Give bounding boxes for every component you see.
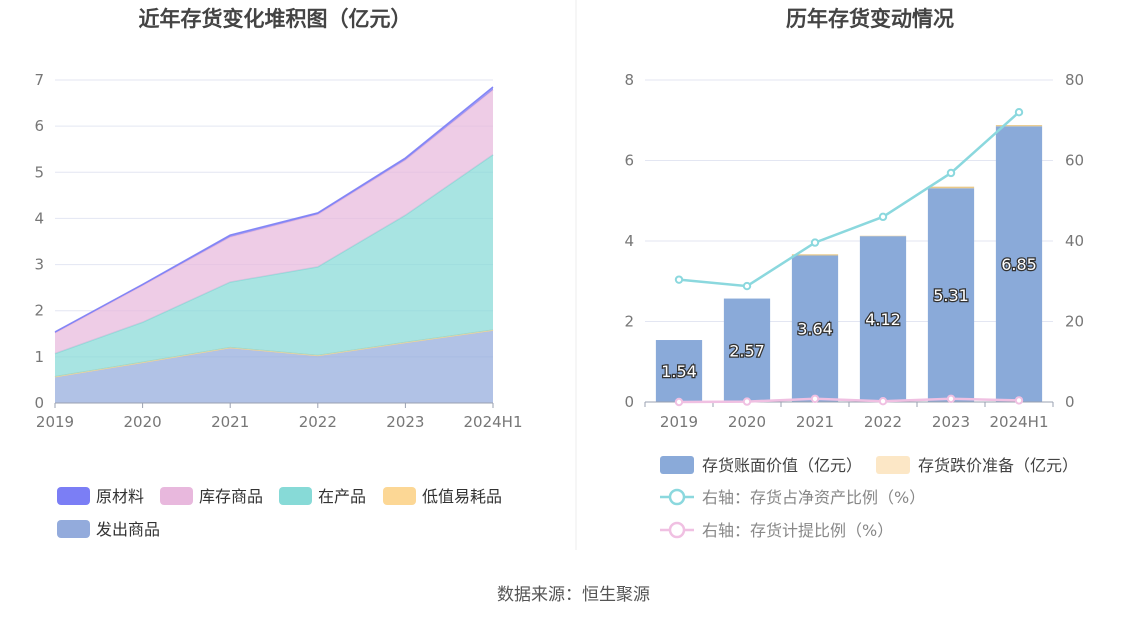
right-y-tick-label: 2	[624, 313, 634, 331]
line-point	[744, 398, 750, 404]
right-y2-tick-label: 60	[1065, 152, 1084, 170]
bar-impairment-provision	[792, 254, 838, 255]
left-y-tick-label: 6	[34, 117, 44, 135]
right-y2-tick-label: 0	[1065, 393, 1075, 411]
left-y-tick-label: 5	[34, 163, 44, 181]
bar-data-label: 3.64	[797, 320, 833, 339]
left-legend-label: 低值易耗品	[422, 487, 502, 506]
right-x-tick-label: 2023	[932, 413, 970, 431]
bar-data-label: 5.31	[933, 286, 969, 305]
left-legend-swatch	[383, 487, 416, 505]
right-x-tick-label: 2024H1	[990, 413, 1049, 431]
right-y-tick-label: 4	[624, 232, 634, 250]
right-legend-swatch	[876, 456, 910, 474]
bar-impairment-provision	[928, 187, 974, 189]
right-x-tick-label: 2022	[864, 413, 902, 431]
left-y-tick-label: 3	[34, 256, 44, 274]
left-y-tick-label: 1	[34, 348, 44, 366]
right-legend-label: 右轴：存货计提比例（%）	[702, 521, 893, 540]
line-point	[744, 283, 750, 289]
right-y-tick-label: 8	[624, 71, 634, 89]
right-legend-label: 存货账面价值（亿元）	[702, 456, 862, 475]
left-chart-title: 近年存货变化堆积图（亿元）	[139, 7, 412, 31]
right-bar-line-chart: 历年存货变动情况024680204060801.542.573.644.125.…	[624, 7, 1084, 540]
bar-data-label: 4.12	[865, 310, 901, 329]
line-point	[1016, 397, 1022, 403]
left-legend-swatch	[57, 520, 90, 538]
left-x-tick-label: 2023	[386, 413, 424, 431]
line-point	[948, 396, 954, 402]
bar-data-label: 6.85	[1001, 255, 1037, 274]
left-x-tick-label: 2021	[211, 413, 249, 431]
line-point	[880, 398, 886, 404]
left-legend-label: 库存商品	[199, 487, 263, 506]
left-legend-label: 发出商品	[96, 520, 160, 539]
line-point	[812, 239, 818, 245]
left-x-tick-label: 2024H1	[464, 413, 523, 431]
line-point	[676, 276, 682, 282]
bar-data-label: 2.57	[729, 341, 765, 360]
left-x-tick-label: 2022	[299, 413, 337, 431]
right-legend-swatch	[660, 456, 694, 474]
line-point	[880, 214, 886, 220]
right-legend-label: 存货跌价准备（亿元）	[918, 456, 1078, 475]
data-source-text: 数据来源：恒生聚源	[0, 580, 1147, 605]
bar-data-label: 1.54	[661, 362, 697, 381]
right-x-tick-label: 2020	[728, 413, 766, 431]
right-y2-tick-label: 40	[1065, 232, 1084, 250]
left-legend-label: 在产品	[318, 487, 366, 506]
right-y2-tick-label: 20	[1065, 313, 1084, 331]
right-chart-title: 历年存货变动情况	[786, 7, 954, 31]
line-point	[948, 170, 954, 176]
left-x-tick-label: 2020	[124, 413, 162, 431]
right-x-tick-label: 2019	[660, 413, 698, 431]
left-y-tick-label: 0	[34, 394, 44, 412]
right-y-tick-label: 0	[624, 393, 634, 411]
right-y2-tick-label: 80	[1065, 71, 1084, 89]
left-y-tick-label: 4	[34, 209, 44, 227]
right-x-tick-label: 2021	[796, 413, 834, 431]
left-x-tick-label: 2019	[36, 413, 74, 431]
left-legend-label: 原材料	[96, 487, 144, 506]
line-point	[812, 396, 818, 402]
left-stacked-area-chart: 近年存货变化堆积图（亿元） 0 1 2 3 4 5 6 7 2019 2020 2021 2022 202…	[34, 7, 522, 539]
left-legend-swatch	[160, 487, 193, 505]
right-legend-marker	[670, 523, 684, 537]
right-y-tick-label: 6	[624, 152, 634, 170]
right-legend-label: 右轴：存货占净资产比例（%）	[702, 488, 925, 507]
left-legend-swatch	[57, 487, 90, 505]
left-y-tick-label: 7	[34, 71, 44, 89]
left-y-tick-label: 2	[34, 302, 44, 320]
line-point	[676, 399, 682, 405]
line-point	[1016, 109, 1022, 115]
right-legend-marker	[670, 490, 684, 504]
left-legend-swatch	[279, 487, 312, 505]
